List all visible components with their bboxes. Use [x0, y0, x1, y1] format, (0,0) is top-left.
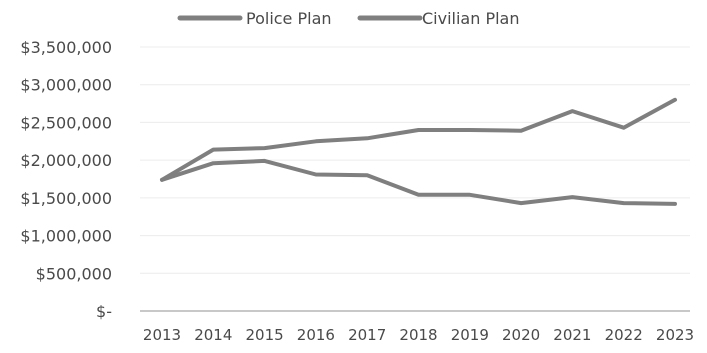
legend-label-police: Police Plan [246, 9, 332, 28]
x-tick-label: 2022 [605, 326, 643, 344]
legend-item-police: Police Plan [177, 9, 332, 28]
x-tick-label: 2020 [502, 326, 540, 344]
series-line-civilian-plan [160, 97, 677, 182]
legend: Police Plan Civilian Plan [177, 9, 520, 28]
x-tick-label: 2023 [656, 326, 694, 344]
series-lines [160, 97, 677, 206]
axes: $- $500,000 $1,000,000 $1,500,000 $2,000,000… [20, 38, 694, 344]
y-tick-label: $1,500,000 [20, 189, 112, 208]
x-tick-label: 2017 [348, 326, 386, 344]
y-tick-label: $- [96, 302, 112, 321]
x-tick-label: 2014 [194, 326, 232, 344]
x-tick-label: 2021 [553, 326, 591, 344]
x-tick-label: 2018 [399, 326, 437, 344]
y-tick-label: $2,500,000 [20, 113, 112, 132]
legend-item-civilian: Civilian Plan [357, 9, 520, 28]
y-tick-label: $3,500,000 [20, 38, 112, 57]
y-tick-label: $1,000,000 [20, 227, 112, 246]
y-tick-label: $3,000,000 [20, 76, 112, 95]
x-tick-label: 2015 [246, 326, 284, 344]
x-tick-label: 2019 [451, 326, 489, 344]
series-line-police-plan [160, 158, 677, 206]
gridlines [140, 46, 690, 312]
x-tick-label: 2013 [143, 326, 181, 344]
legend-label-civilian: Civilian Plan [422, 9, 520, 28]
y-tick-label: $500,000 [36, 264, 112, 283]
x-tick-label: 2016 [297, 326, 335, 344]
y-tick-label: $2,000,000 [20, 151, 112, 170]
